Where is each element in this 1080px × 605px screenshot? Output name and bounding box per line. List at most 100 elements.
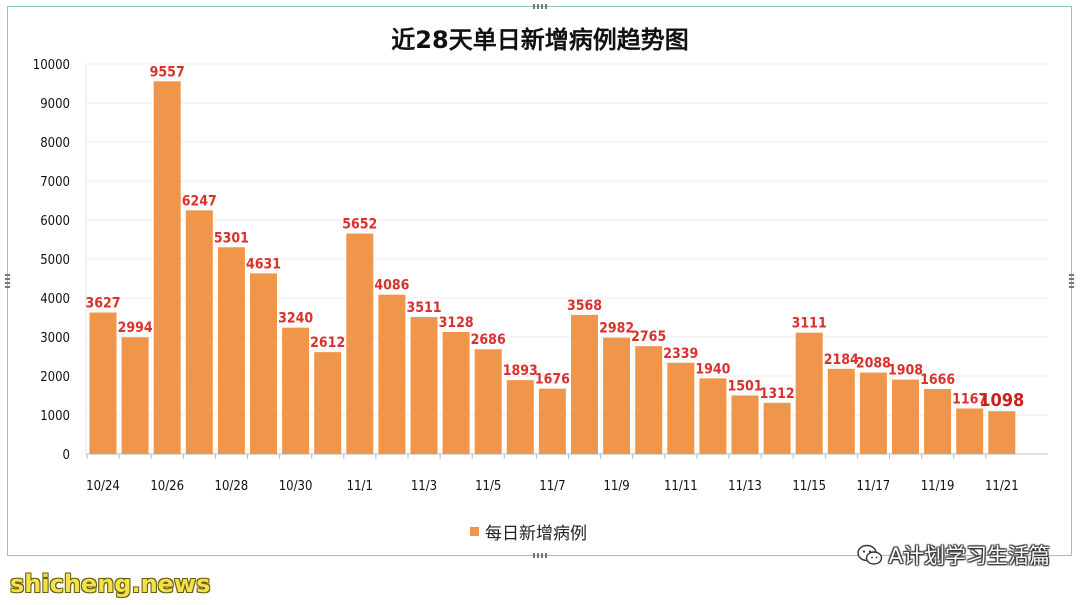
data-label: 2339 [663,346,698,362]
data-label: 1908 [888,363,923,379]
bar [699,378,727,454]
x-tick-label: 10/30 [279,479,313,494]
y-tick-label: 7000 [40,175,70,190]
left-resize-handle[interactable] [5,274,10,288]
data-label: 3128 [439,315,474,331]
y-tick-label: 6000 [40,214,70,229]
data-label: 1893 [503,363,538,379]
bar [924,389,952,454]
top-resize-handle[interactable] [533,4,547,9]
y-tick-label: 10000 [33,58,70,73]
bottom-resize-handle[interactable] [533,553,547,558]
bar [988,411,1016,454]
data-label: 6247 [182,193,217,209]
data-label: 5652 [342,217,377,233]
y-tick-label: 5000 [40,253,70,268]
bar [121,337,149,454]
bar [571,314,598,454]
wechat-icon [856,544,882,565]
bar [474,349,502,454]
data-label: 1666 [920,372,955,388]
data-label: 4086 [374,278,409,294]
legend-label: 每日新增病例 [485,524,587,544]
bar [538,388,566,454]
data-label: 1312 [760,386,795,402]
x-tick-label: 11/11 [664,479,698,494]
right-resize-handle[interactable] [1069,274,1074,288]
x-tick-label: 11/13 [728,479,762,494]
bar [635,346,663,454]
data-label: 4631 [246,256,281,272]
bar [250,273,277,454]
data-label: 2612 [310,335,345,351]
data-label: 9557 [150,64,185,80]
data-label: 2088 [856,356,891,372]
x-tick-label: 10/26 [150,479,184,494]
bar [185,210,213,454]
x-tick-label: 11/15 [792,479,826,494]
x-tick-label: 10/28 [215,479,249,494]
bar [603,337,631,454]
x-tick-label: 11/1 [347,479,373,494]
bar [153,81,181,454]
chart-title: 近28天单日新增病例趋势图 [391,26,689,54]
bar [506,380,534,454]
bar [410,317,438,454]
x-tick-label: 11/5 [475,479,501,494]
data-label: 2686 [471,332,506,348]
y-tick-label: 8000 [40,136,70,151]
bar [859,372,887,454]
y-tick-label: 1000 [40,409,70,424]
bar [827,368,855,454]
data-label: 2184 [824,352,859,368]
x-axis-ticks: 10/24 10/26 10/28 10/30 11/1 11/3 11/5 11/7 11/9… [86,479,1019,494]
legend: 每日新增病例 [470,519,587,544]
data-label: 1940 [695,361,730,377]
bar [378,294,406,454]
gridlines [86,63,1048,416]
x-tick-label: 11/19 [921,479,955,494]
data-label: 3111 [792,316,827,332]
data-label: 3240 [278,311,313,327]
bar [89,312,117,454]
axes [85,64,1048,459]
data-label: 1501 [727,378,762,394]
data-label: 2765 [631,329,666,345]
site-logo: shicheng.news [10,570,211,598]
x-tick-label: 10/24 [86,479,120,494]
y-tick-label: 0 [63,448,70,463]
watermark-text: A计划学习生活篇 [888,544,1050,568]
bar [314,352,342,454]
y-tick-label: 2000 [40,370,70,385]
bar [956,408,984,454]
x-tick-label: 11/7 [539,479,565,494]
y-axis-ticks: 0 1000 2000 3000 4000 5000 6000 7000 8000 9000 100… [33,58,70,463]
x-tick-label: 11/17 [857,479,891,494]
data-label: 3627 [85,296,120,312]
watermark: A计划学习生活篇 [856,540,1050,570]
legend-swatch [470,527,479,536]
bar [892,379,919,454]
bar [795,332,823,454]
bar [442,332,470,454]
data-label: 2982 [599,321,634,337]
x-tick-label: 11/3 [411,479,437,494]
data-label: 1676 [535,372,570,388]
data-label: 1167 [952,391,987,407]
data-label: 2994 [118,320,153,336]
bar [763,402,791,454]
bars [89,81,1016,454]
data-label: 5301 [214,230,249,246]
data-labels: 3627 2994 9557 6247 5301 4631 3240 2612 5652 4086… [85,64,1024,411]
bar [731,395,759,454]
y-tick-label: 4000 [40,292,70,307]
x-tick-label: 11/9 [603,479,629,494]
y-tick-label: 9000 [40,97,70,112]
bar [217,247,245,454]
x-tick-label: 11/21 [985,479,1019,494]
bar [346,233,374,454]
data-label: 1098 [979,390,1024,411]
bar [667,362,695,454]
